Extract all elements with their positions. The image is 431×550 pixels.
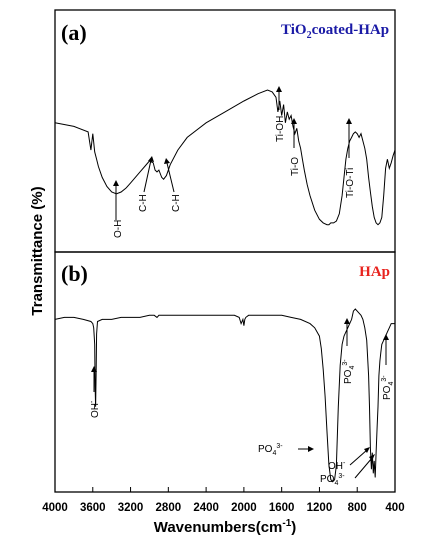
arrow-ch1-a bbox=[143, 159, 152, 193]
arrowhead-tioti-a bbox=[346, 118, 352, 124]
panel-b-label: (b) bbox=[61, 261, 88, 286]
annotation-b-3-text: OH bbox=[328, 461, 343, 472]
arrowhead-po4-3-b bbox=[369, 454, 375, 461]
annotation-b-2: PO43- bbox=[342, 359, 356, 384]
annotation-b-2-sub: 4 bbox=[349, 366, 356, 370]
annotation-b-1: PO43- bbox=[258, 443, 283, 457]
arrowhead-ch1-a bbox=[148, 156, 154, 162]
arrowhead-po4-1-b bbox=[308, 446, 314, 452]
arrowhead-tioh-a bbox=[276, 86, 282, 92]
panel-a-title-main: TiO bbox=[281, 22, 307, 38]
arrowhead-po4-4-b bbox=[383, 334, 389, 340]
arrowhead-oh-b bbox=[91, 366, 97, 372]
arrowhead-tio-a bbox=[291, 118, 297, 124]
annotation-b-4: PO43- bbox=[320, 473, 345, 487]
annotations-b: OH- PO43- PO43- OH- PO43- bbox=[89, 318, 395, 487]
annotation-b-5-sup: 3- bbox=[381, 375, 388, 382]
arrow-ch2-a bbox=[166, 162, 175, 193]
annotations-a: O-H C-H C-H Ti-OH Ti-O Ti-O-Ti bbox=[113, 86, 356, 238]
x-tick-label: 3200 bbox=[118, 502, 144, 514]
arrowhead-ch2-a bbox=[164, 158, 170, 164]
annotation-b-0-text: OH bbox=[90, 403, 101, 418]
panel-a-title-rest: coated-HAp bbox=[312, 22, 390, 38]
x-tick-label: 400 bbox=[385, 502, 404, 514]
x-axis-ticks: 4000 3600 3200 2800 2400 2000 1600 1200 800 400 bbox=[42, 487, 405, 514]
annotation-a-2: C-H bbox=[171, 194, 182, 212]
panel-a-label: (a) bbox=[61, 20, 87, 45]
panel-b-frame bbox=[54, 251, 396, 493]
panel-a-title: TiO2coated-HAp bbox=[281, 22, 389, 41]
arrow-oh2-b bbox=[349, 449, 368, 466]
annotation-b-4-sub: 4 bbox=[334, 480, 338, 487]
annotation-b-4-sup: 3- bbox=[338, 473, 345, 480]
annotation-b-5-sub: 4 bbox=[388, 382, 395, 386]
arrowhead-po4-2-b bbox=[344, 318, 350, 324]
annotation-b-0: OH- bbox=[89, 400, 101, 418]
annotation-b-1-sup: 3- bbox=[276, 443, 283, 450]
annotation-b-5-text: PO bbox=[382, 385, 393, 400]
annotation-b-2-text: PO bbox=[343, 369, 354, 384]
x-axis-title: Wavenumbers(cm-1) bbox=[154, 518, 297, 536]
x-tick-label: 1600 bbox=[269, 502, 295, 514]
annotation-a-1: C-H bbox=[138, 194, 149, 212]
x-axis-title-main: Wavenumbers(cm bbox=[154, 519, 283, 536]
annotation-b-0-sup: - bbox=[89, 400, 96, 403]
x-tick-label: 1200 bbox=[307, 502, 333, 514]
x-tick-label: 2000 bbox=[231, 502, 257, 514]
annotation-b-3: OH- bbox=[328, 460, 346, 472]
annotation-b-1-text: PO bbox=[258, 444, 273, 455]
spectrum-a-line bbox=[54, 89, 396, 226]
annotation-a-0: O-H bbox=[113, 220, 124, 238]
annotation-b-4-text: PO bbox=[320, 474, 335, 485]
arrowhead-oh2-b bbox=[364, 447, 370, 453]
x-tick-label: 2800 bbox=[156, 502, 182, 514]
arrow-po4-3-b bbox=[354, 457, 373, 479]
annotation-b-5: PO43- bbox=[381, 375, 395, 400]
x-tick-label: 800 bbox=[348, 502, 367, 514]
panel-a-frame bbox=[54, 9, 396, 253]
annotation-a-4: Ti-O bbox=[290, 157, 301, 176]
y-axis-title: Transmittance (%) bbox=[29, 186, 46, 315]
annotation-a-5: Ti-O-Ti bbox=[345, 168, 356, 198]
panel-b-title: HAp bbox=[359, 264, 390, 280]
annotation-b-1-sub: 4 bbox=[272, 450, 276, 457]
x-axis-title-end: ) bbox=[291, 519, 296, 536]
annotation-a-3: Ti-OH bbox=[275, 116, 286, 142]
spectrum-b-line bbox=[54, 308, 395, 483]
annotation-b-2-sup: 3- bbox=[342, 359, 349, 366]
x-tick-label: 2400 bbox=[193, 502, 219, 514]
x-tick-label: 4000 bbox=[42, 502, 68, 514]
panel-a-title-sub: 2 bbox=[307, 30, 312, 41]
annotation-b-3-sup: - bbox=[343, 460, 346, 467]
x-tick-label: 3600 bbox=[80, 502, 106, 514]
arrowhead-oh-a bbox=[113, 180, 119, 186]
x-axis-title-sup: -1 bbox=[282, 518, 291, 529]
